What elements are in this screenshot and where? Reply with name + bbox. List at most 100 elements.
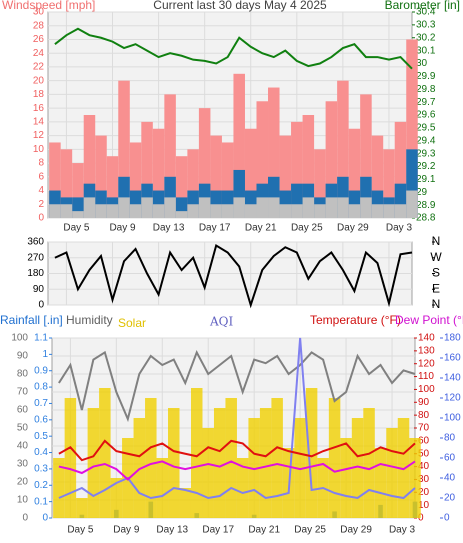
bar	[83, 115, 96, 218]
y-tick-label: 10	[33, 144, 45, 155]
bar	[95, 204, 107, 218]
bar	[118, 197, 130, 218]
y-tick-label: 120	[444, 393, 461, 404]
y-tick-label: 20	[33, 75, 45, 86]
y-tick-label: 30	[416, 58, 428, 69]
bar	[360, 197, 372, 218]
bar	[152, 128, 165, 218]
y-tick-label: S	[432, 266, 440, 280]
x-tick-label: Day 9	[113, 525, 140, 536]
bar	[106, 156, 119, 218]
bar	[110, 478, 123, 518]
y-tick-label: 29	[416, 187, 428, 198]
bar	[164, 94, 176, 218]
bar	[76, 498, 88, 518]
bar	[72, 211, 84, 218]
legend-label: Rainfall [.in]	[0, 313, 63, 327]
y-tick-label: 0	[42, 513, 48, 524]
bar	[60, 204, 73, 218]
bar	[394, 121, 407, 218]
legend-label: Temperature (°F)	[310, 313, 401, 327]
bar	[164, 197, 176, 218]
bar	[236, 458, 249, 518]
series-line	[54, 27, 413, 70]
bar	[175, 211, 188, 218]
bar	[221, 204, 234, 218]
y-tick-label: 0.9	[34, 365, 48, 376]
y-tick-label: 0.3	[34, 464, 48, 475]
x-tick-label: Day 25	[291, 223, 323, 234]
y-tick-label: 10	[418, 500, 430, 511]
x-tick-label: Day 13	[156, 525, 188, 536]
y-tick-label: 10	[17, 495, 29, 506]
y-tick-label: E	[432, 281, 440, 295]
x-tick-label: Day 9	[109, 223, 136, 234]
bar	[198, 197, 211, 218]
y-tick-label: 80	[17, 369, 29, 380]
y-tick-label: 0.8	[34, 382, 48, 393]
y-tick-label: 130	[418, 345, 435, 356]
bar	[394, 204, 407, 218]
bar	[271, 398, 283, 518]
y-tick-label: 50	[17, 423, 29, 434]
y-tick-label: W	[430, 250, 442, 264]
y-tick-label: 8	[38, 158, 44, 169]
legend-label: AQI	[209, 315, 234, 329]
y-tick-label: 20	[418, 487, 430, 498]
y-tick-label: 80	[418, 410, 430, 421]
y-tick-label: 0	[22, 513, 28, 524]
y-tick-label: 30.3	[416, 20, 436, 31]
series-line	[58, 439, 416, 462]
x-tick-label: Day 29	[340, 525, 372, 536]
y-tick-label: 90	[33, 284, 45, 295]
legend-label: Windspeed [mph]	[2, 0, 95, 12]
y-tick-label: 28	[33, 20, 45, 31]
y-tick-label: 14	[33, 117, 45, 128]
bar	[233, 73, 245, 218]
y-tick-label: 110	[418, 371, 434, 382]
y-tick-label: 0.2	[34, 480, 48, 491]
bar	[302, 197, 315, 218]
bar	[49, 142, 61, 218]
bar	[268, 197, 280, 218]
x-tick-label: Day 5	[67, 525, 94, 536]
legend-label: Solar	[118, 316, 146, 330]
x-tick-label: Day 29	[337, 223, 369, 234]
y-tick-label: 4	[38, 185, 44, 196]
bar	[386, 428, 398, 518]
x-tick-label: Day 25	[294, 525, 326, 536]
bar	[406, 39, 418, 218]
bar	[268, 87, 280, 219]
y-tick-label: 0	[38, 300, 44, 311]
bar	[248, 418, 260, 518]
bar	[314, 204, 326, 218]
legend-label: Dew Point (°F)	[395, 313, 463, 327]
bar	[133, 418, 146, 518]
y-tick-label: 180	[27, 268, 44, 279]
bar	[156, 458, 169, 518]
x-tick-label: Day 13	[153, 223, 185, 234]
y-tick-label: 2	[38, 199, 44, 210]
bar	[259, 408, 272, 518]
bar	[72, 197, 84, 218]
y-tick-label: 20	[17, 477, 29, 488]
bar	[72, 163, 84, 218]
bar	[95, 135, 107, 218]
y-tick-label: 24	[33, 48, 45, 59]
y-tick-label: 90	[17, 351, 29, 362]
y-tick-label: 12	[33, 130, 45, 141]
y-tick-label: 80	[444, 433, 456, 444]
y-tick-label: 0	[444, 513, 450, 524]
bar	[83, 197, 96, 218]
bar	[328, 398, 341, 518]
bar	[244, 128, 257, 218]
bar	[106, 204, 119, 218]
y-tick-label: 30	[418, 474, 430, 485]
y-tick-label: 30.1	[416, 45, 436, 56]
y-tick-label: 60	[17, 405, 29, 416]
y-tick-label: 29.2	[416, 161, 436, 172]
y-tick-label: 30.4	[416, 7, 436, 18]
y-tick-label: 20	[444, 493, 456, 504]
bar	[337, 197, 349, 218]
y-tick-label: 40	[17, 441, 29, 452]
